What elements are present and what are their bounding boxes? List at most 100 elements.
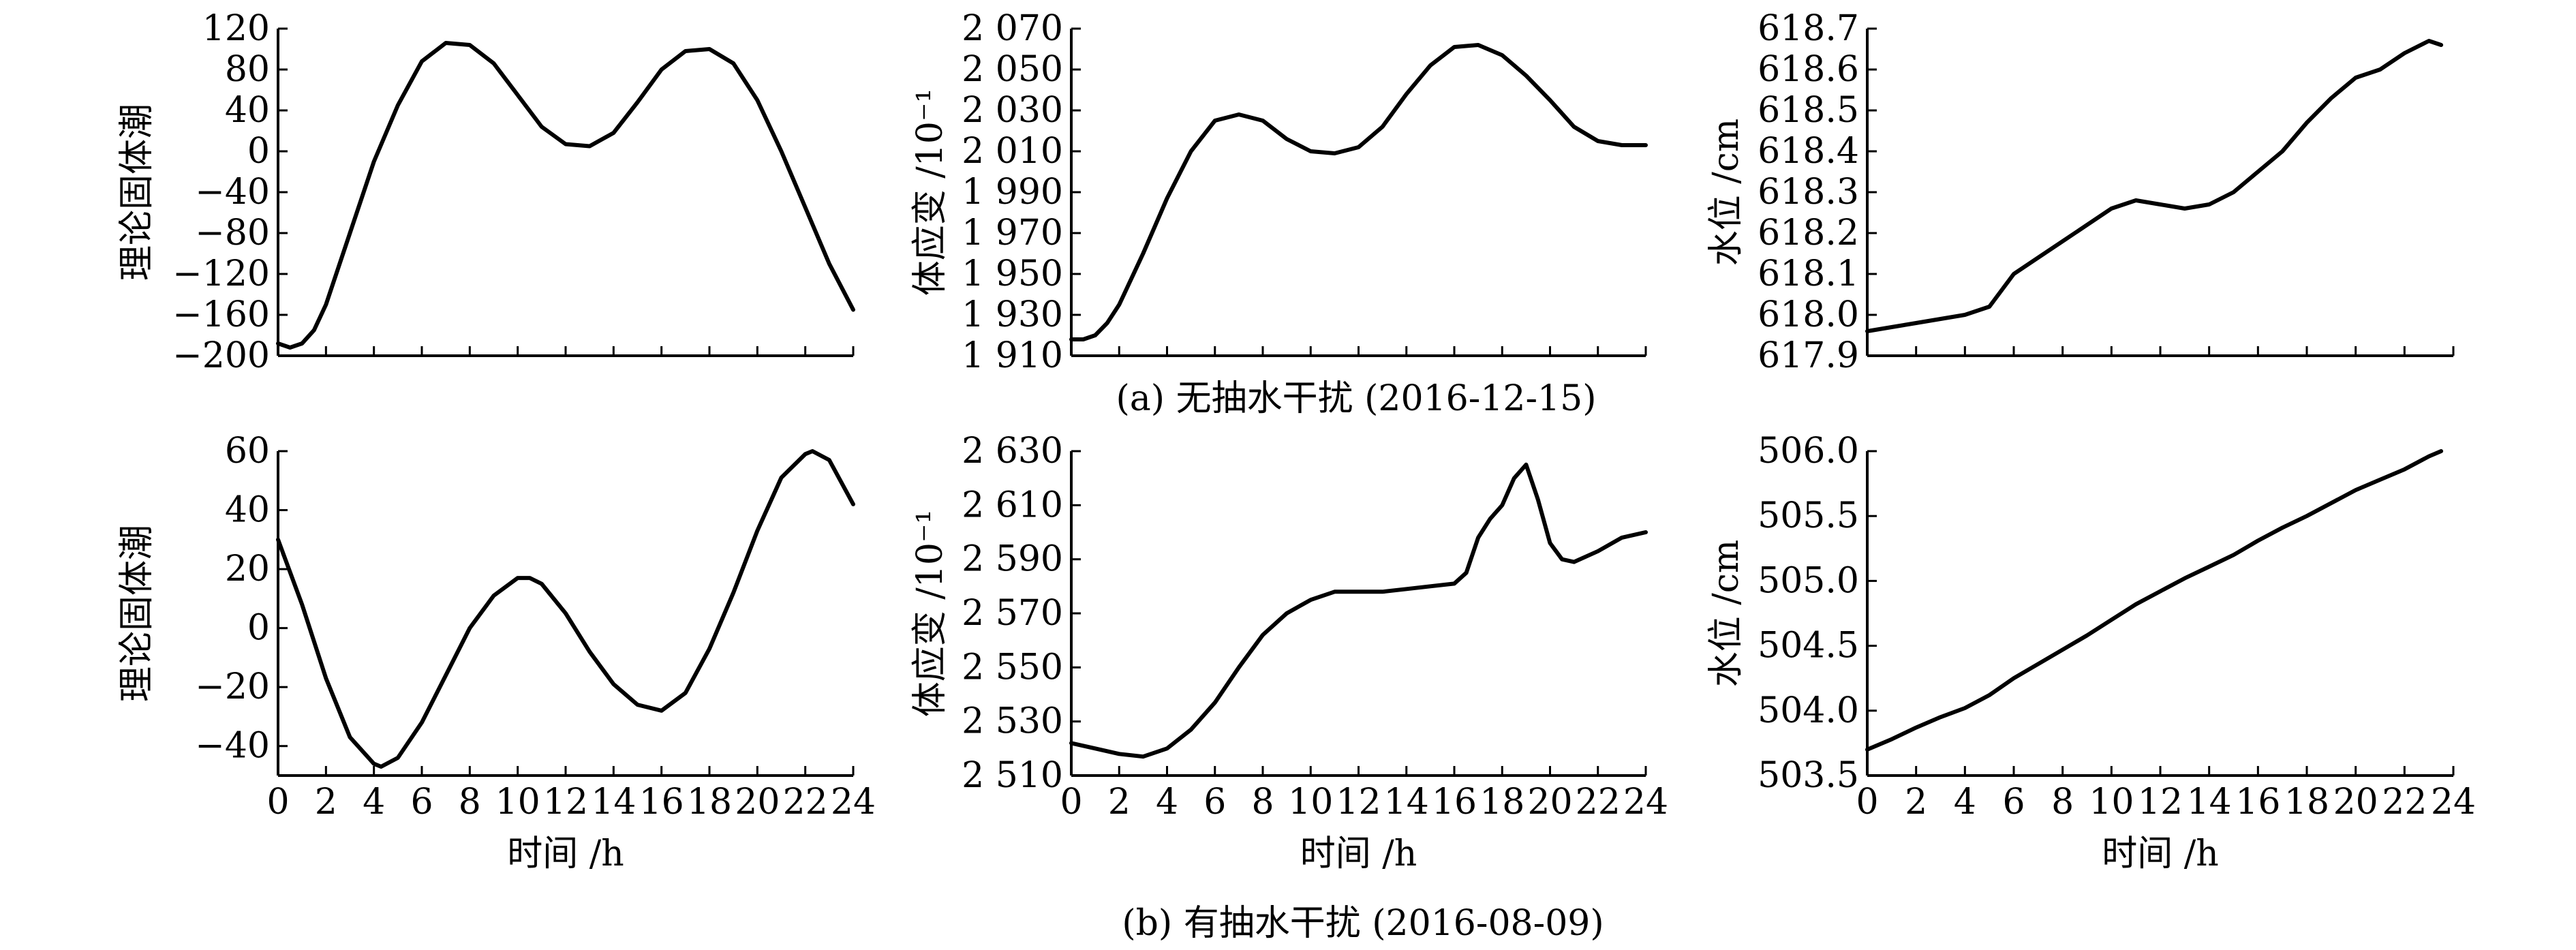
y-tick-label: 618.4 — [1758, 131, 1859, 172]
x-tick-label: 4 — [1954, 782, 1976, 823]
x-tick-label: 14 — [591, 782, 636, 823]
y-tick-label: 2 610 — [962, 485, 1063, 525]
y-tick-label: 2 590 — [962, 539, 1063, 580]
x-tick-label: 24 — [2431, 782, 2476, 823]
y-tick-label: 617.9 — [1758, 335, 1859, 376]
y-tick-label: 618.6 — [1758, 49, 1859, 90]
series-line — [276, 41, 855, 350]
x-tick-label: 2 — [315, 782, 337, 823]
y-tick-label: −160 — [172, 294, 270, 335]
y-tick-label: −40 — [195, 172, 270, 213]
y-tick-label: 40 — [225, 490, 270, 531]
y-axis-title: 水位 /cm — [1706, 540, 1747, 687]
x-tick-label: 0 — [1060, 782, 1082, 823]
y-axis-title: 理论固体潮 — [117, 525, 157, 702]
y-tick-label: 618.1 — [1758, 254, 1859, 294]
y-tick-label: −200 — [172, 335, 270, 376]
x-tick-label: 10 — [495, 782, 540, 823]
y-tick-label: 1 910 — [962, 335, 1063, 376]
y-tick-label: 618.5 — [1758, 90, 1859, 131]
series-line — [1069, 43, 1648, 341]
y-tick-label: 2 550 — [962, 647, 1063, 688]
y-tick-label: 505.0 — [1758, 560, 1859, 601]
x-tick-label: 6 — [1203, 782, 1226, 823]
y-tick-label: 2 030 — [962, 90, 1063, 131]
y-tick-label: 504.0 — [1758, 690, 1859, 731]
y-tick-label: 2 050 — [962, 49, 1063, 90]
series-line — [276, 449, 855, 769]
y-tick-label: 60 — [225, 431, 270, 472]
x-tick-label: 14 — [2187, 782, 2232, 823]
x-tick-label: 6 — [2002, 782, 2025, 823]
x-tick-label: 10 — [2089, 782, 2134, 823]
x-tick-label: 16 — [2235, 782, 2280, 823]
y-tick-label: −80 — [195, 213, 270, 254]
x-tick-label: 16 — [1432, 782, 1477, 823]
y-tick-label: 618.7 — [1758, 8, 1859, 49]
x-tick-label: 24 — [831, 782, 876, 823]
x-tick-label: 20 — [1527, 782, 1572, 823]
y-tick-label: 2 510 — [962, 755, 1063, 796]
y-tick-label: 1 930 — [962, 294, 1063, 335]
y-tick-label: 0 — [247, 608, 270, 649]
x-axis-title: 时间 /h — [507, 833, 624, 874]
x-tick-label: 10 — [1288, 782, 1333, 823]
y-tick-label: 0 — [247, 131, 270, 172]
x-tick-label: 8 — [2051, 782, 2074, 823]
y-tick-label: −120 — [172, 254, 270, 294]
y-tick-label: 2 630 — [962, 431, 1063, 472]
y-tick-label: 40 — [225, 90, 270, 131]
x-tick-label: 6 — [410, 782, 433, 823]
chart-a3: 618.7618.6618.5618.4618.3618.2618.1618.0… — [1706, 8, 2455, 376]
x-tick-label: 18 — [687, 782, 732, 823]
x-tick-label: 22 — [2382, 782, 2427, 823]
x-tick-label: 22 — [1576, 782, 1621, 823]
x-tick-label: 24 — [1623, 782, 1668, 823]
y-tick-label: 2 570 — [962, 593, 1063, 634]
x-tick-label: 4 — [1156, 782, 1178, 823]
x-axis-title: 时间 /h — [1300, 833, 1417, 874]
y-tick-label: 2 010 — [962, 131, 1063, 172]
y-tick-label: 618.3 — [1758, 172, 1859, 213]
series-line — [1865, 39, 2444, 333]
x-tick-label: 8 — [459, 782, 481, 823]
y-tick-label: 506.0 — [1758, 431, 1859, 472]
x-tick-label: 12 — [2138, 782, 2183, 823]
x-tick-label: 12 — [1336, 782, 1381, 823]
x-tick-label: 0 — [266, 782, 289, 823]
series-line — [1865, 449, 2444, 752]
x-tick-label: 4 — [363, 782, 385, 823]
x-tick-label: 12 — [543, 782, 588, 823]
y-tick-label: 1 950 — [962, 254, 1063, 294]
y-tick-label: 618.2 — [1758, 213, 1859, 254]
x-tick-label: 20 — [2333, 782, 2378, 823]
x-tick-label: 8 — [1251, 782, 1274, 823]
x-tick-label: 18 — [2284, 782, 2329, 823]
caption-b: (b) 有抽水干扰 (2016-08-09) — [1122, 903, 1604, 944]
y-tick-label: −40 — [195, 726, 270, 767]
x-tick-label: 0 — [1856, 782, 1878, 823]
x-tick-label: 20 — [735, 782, 780, 823]
x-tick-label: 14 — [1384, 782, 1429, 823]
x-tick-label: 22 — [783, 782, 828, 823]
y-tick-label: 120 — [202, 8, 270, 49]
y-tick-label: 1 990 — [962, 172, 1063, 213]
y-tick-label: 1 970 — [962, 213, 1063, 254]
y-axis-title: 理论固体潮 — [117, 104, 157, 281]
y-axis-title: 体应变 /10⁻¹ — [910, 89, 951, 296]
y-tick-label: 20 — [225, 549, 270, 589]
x-axis-title: 时间 /h — [2102, 833, 2219, 874]
y-tick-label: −20 — [195, 666, 270, 707]
x-tick-label: 16 — [639, 782, 684, 823]
series-line — [1069, 462, 1648, 759]
x-tick-label: 18 — [1479, 782, 1524, 823]
y-tick-label: 503.5 — [1758, 755, 1859, 796]
y-tick-label: 2 070 — [962, 8, 1063, 49]
y-tick-label: 505.5 — [1758, 495, 1859, 536]
